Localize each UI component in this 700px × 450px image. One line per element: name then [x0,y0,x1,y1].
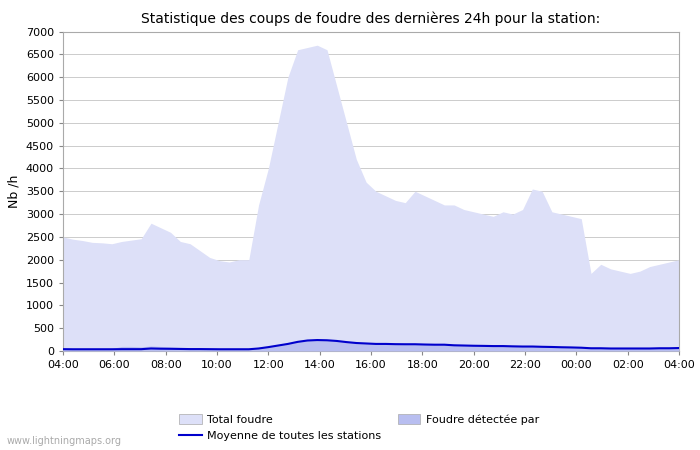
Text: www.lightningmaps.org: www.lightningmaps.org [7,436,122,446]
Y-axis label: Nb /h: Nb /h [7,175,20,208]
Title: Statistique des coups de foudre des dernières 24h pour la station:: Statistique des coups de foudre des dern… [141,12,601,26]
Legend: Total foudre, Moyenne de toutes les stations, Foudre détectée par: Total foudre, Moyenne de toutes les stat… [179,414,539,441]
